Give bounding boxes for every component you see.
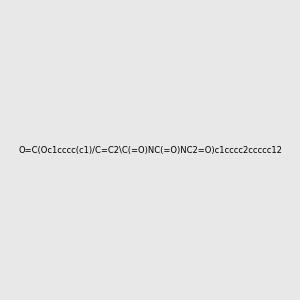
- Text: O=C(Oc1cccc(c1)/C=C2\C(=O)NC(=O)NC2=O)c1cccc2ccccc12: O=C(Oc1cccc(c1)/C=C2\C(=O)NC(=O)NC2=O)c1…: [18, 146, 282, 154]
